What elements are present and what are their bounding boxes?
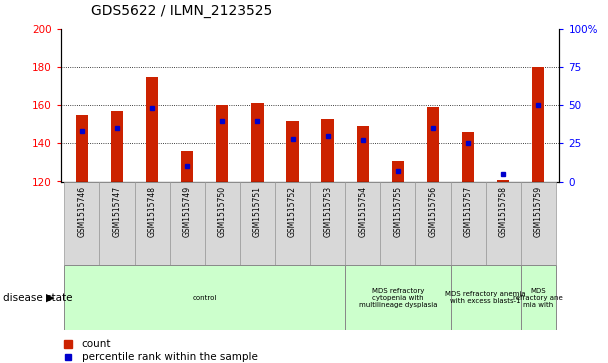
FancyBboxPatch shape: [240, 182, 275, 265]
FancyBboxPatch shape: [64, 182, 100, 265]
Text: GSM1515749: GSM1515749: [182, 186, 192, 237]
Text: GSM1515746: GSM1515746: [77, 186, 86, 237]
Text: count: count: [81, 339, 111, 349]
Bar: [357, 126, 369, 182]
Text: GSM1515754: GSM1515754: [358, 186, 367, 237]
FancyBboxPatch shape: [345, 265, 451, 330]
FancyBboxPatch shape: [345, 182, 380, 265]
FancyBboxPatch shape: [415, 182, 451, 265]
Text: GSM1515758: GSM1515758: [499, 186, 508, 237]
FancyBboxPatch shape: [205, 182, 240, 265]
FancyBboxPatch shape: [64, 265, 345, 330]
Text: GDS5622 / ILMN_2123525: GDS5622 / ILMN_2123525: [91, 4, 272, 18]
Bar: [322, 119, 334, 182]
FancyBboxPatch shape: [486, 182, 520, 265]
Bar: [216, 105, 229, 182]
Bar: [146, 77, 158, 182]
FancyBboxPatch shape: [310, 182, 345, 265]
Text: MDS refractory anemia
with excess blasts-1: MDS refractory anemia with excess blasts…: [445, 291, 526, 304]
FancyBboxPatch shape: [275, 182, 310, 265]
Text: GSM1515752: GSM1515752: [288, 186, 297, 237]
Text: control: control: [193, 295, 217, 301]
Bar: [286, 121, 299, 182]
Bar: [251, 103, 263, 182]
Text: GSM1515750: GSM1515750: [218, 186, 227, 237]
Text: GSM1515748: GSM1515748: [148, 186, 157, 237]
Text: GSM1515751: GSM1515751: [253, 186, 262, 237]
Bar: [111, 111, 123, 182]
FancyBboxPatch shape: [170, 182, 205, 265]
Text: GSM1515755: GSM1515755: [393, 186, 402, 237]
Text: MDS
refractory ane
mia with: MDS refractory ane mia with: [513, 287, 563, 308]
FancyBboxPatch shape: [520, 265, 556, 330]
Text: percentile rank within the sample: percentile rank within the sample: [81, 352, 258, 362]
FancyBboxPatch shape: [100, 182, 134, 265]
Text: ▶: ▶: [46, 293, 55, 303]
Text: GSM1515753: GSM1515753: [323, 186, 332, 237]
Bar: [462, 132, 474, 182]
FancyBboxPatch shape: [134, 182, 170, 265]
Bar: [497, 180, 510, 182]
Text: GSM1515757: GSM1515757: [463, 186, 472, 237]
Text: GSM1515756: GSM1515756: [429, 186, 438, 237]
Text: GSM1515759: GSM1515759: [534, 186, 543, 237]
Text: disease state: disease state: [3, 293, 72, 303]
FancyBboxPatch shape: [451, 265, 520, 330]
FancyBboxPatch shape: [520, 182, 556, 265]
FancyBboxPatch shape: [451, 182, 486, 265]
Bar: [532, 67, 544, 182]
Bar: [392, 160, 404, 182]
Bar: [427, 107, 439, 182]
Text: GSM1515747: GSM1515747: [112, 186, 122, 237]
Text: MDS refractory
cytopenia with
multilineage dysplasia: MDS refractory cytopenia with multilinea…: [359, 287, 437, 308]
Bar: [181, 151, 193, 182]
Bar: [76, 115, 88, 182]
FancyBboxPatch shape: [380, 182, 415, 265]
